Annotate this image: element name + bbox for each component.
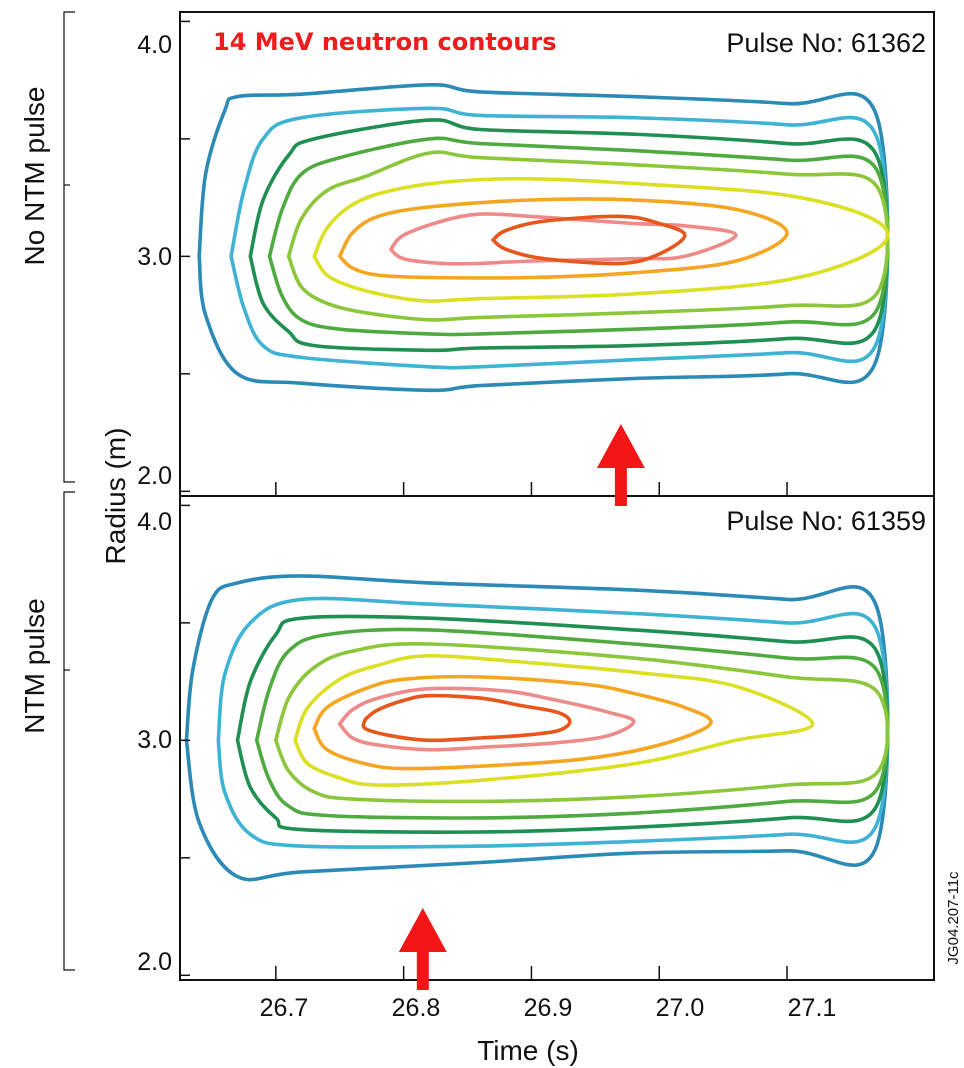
top-contour-lines [197,82,890,393]
bottom-side-label: NTM pulse [19,598,50,733]
bottom-axis-ticks [180,504,788,980]
bottom-y-tick-label: 4.0 [137,508,172,536]
chart-title: 14 MeV neutron contours [213,28,557,56]
top-contour-level-7 [337,197,789,280]
bottom-marker-arrow [398,908,447,990]
top-contour-level-9 [491,214,687,266]
top-contour-level-1 [197,82,890,393]
x-tick-label: 26.8 [392,994,441,1022]
bottom-panel: Pulse No: 61359 NTM pulse 4.0 3.0 2.0 26… [19,504,926,1066]
bottom-pulse-label: Pulse No: 61359 [726,506,926,536]
x-tick-label: 27.0 [656,994,705,1022]
x-tick-label: 26.9 [524,994,573,1022]
x-axis-title: Time (s) [477,1035,579,1066]
bottom-contour-level-8 [337,686,636,752]
bottom-contour-level-6 [293,653,815,787]
bottom-contour-lines [184,574,890,882]
top-y-tick-label: 3.0 [137,243,172,271]
top-pulse-label: Pulse No: 61362 [726,28,926,58]
bottom-red-arrow [398,908,447,990]
top-marker-arrow [596,424,645,506]
top-y-tick-label: 4.0 [137,31,172,59]
bottom-contour-level-9 [361,693,572,743]
top-panel: 14 MeV neutron contours Pulse No: 61362 … [19,20,926,506]
x-tick-label: 27.1 [788,994,837,1022]
top-side-label: No NTM pulse [19,87,50,266]
top-red-arrow [596,424,645,506]
bottom-contour-level-4 [254,627,890,820]
bottom-y-tick-label: 2.0 [137,948,172,976]
top-contour-level-6 [312,176,890,303]
x-tick-label: 26.7 [260,994,309,1022]
bottom-contour-level-1 [184,574,890,882]
top-y-tick-label: 2.0 [137,462,172,490]
figure-id: JG04.207-11c [945,871,962,965]
y-axis-title: Radius (m) [100,428,131,565]
top-axis-ticks [180,20,788,496]
bottom-contour-level-5 [274,641,890,804]
bottom-contour-level-7 [312,674,713,771]
top-contour-level-8 [389,212,738,266]
bottom-panel-bracket [63,491,75,971]
top-panel-bracket [63,11,75,483]
bottom-y-tick-label: 3.0 [137,726,172,754]
